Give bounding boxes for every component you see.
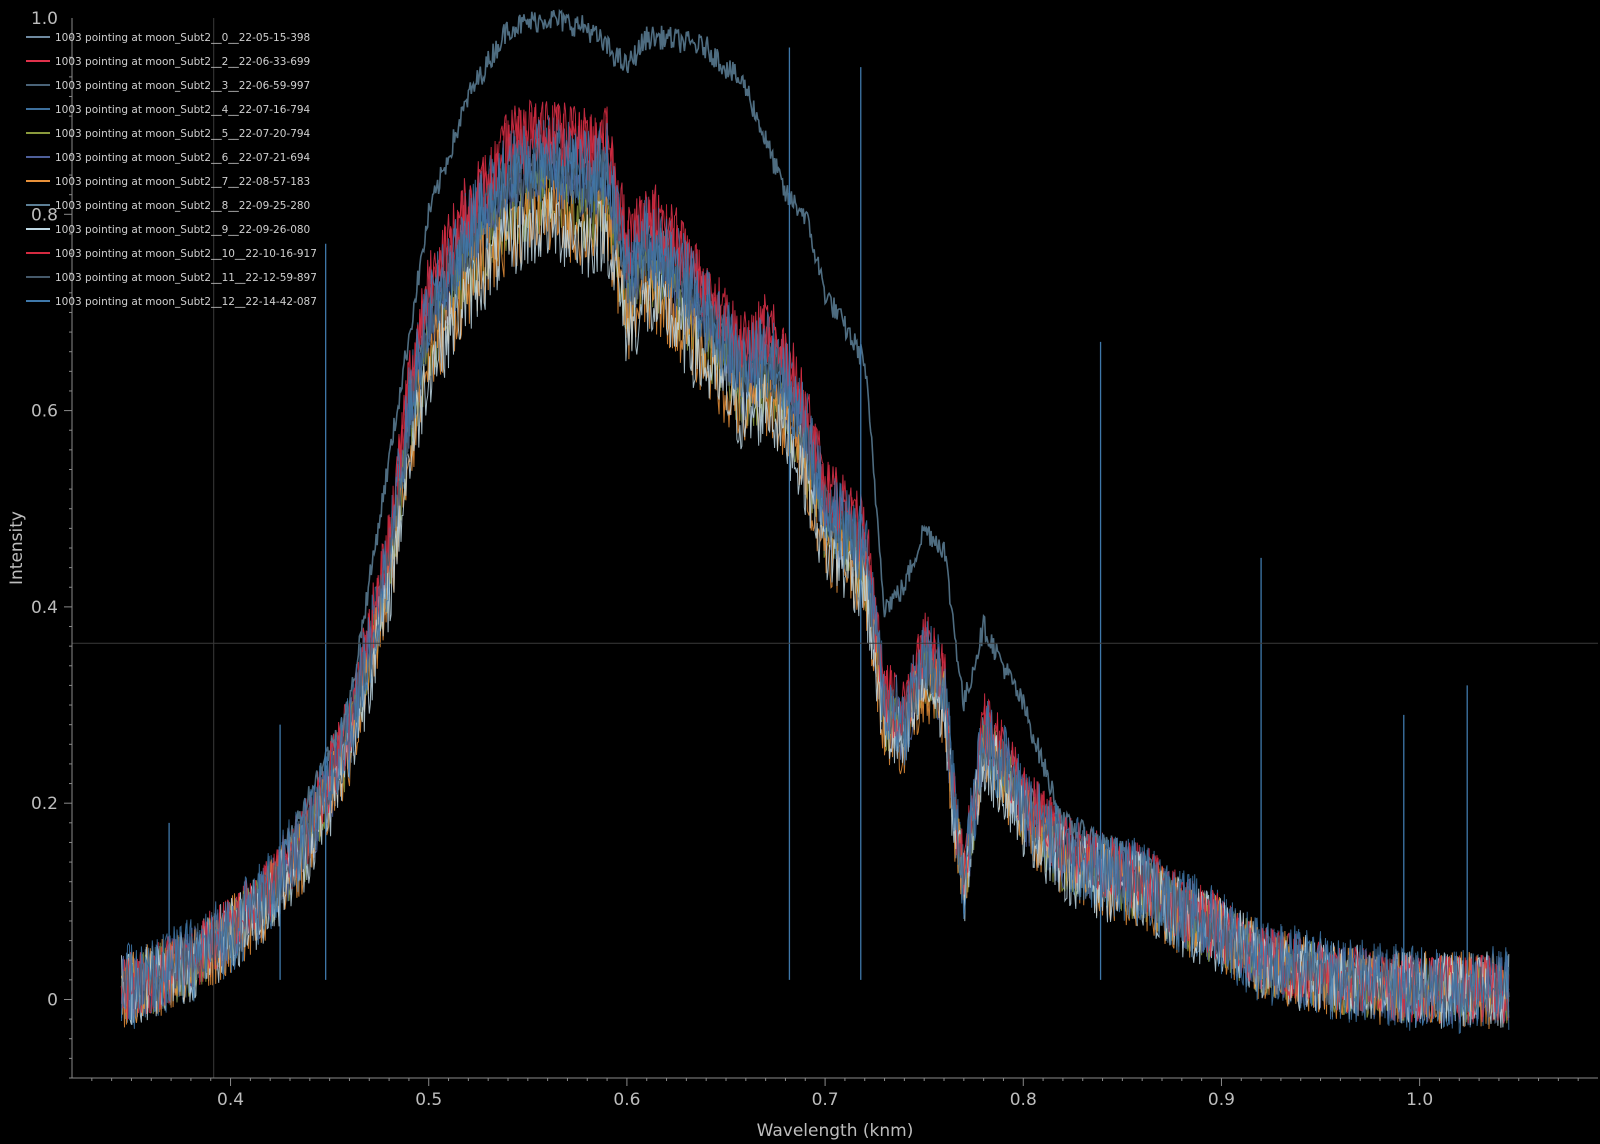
y-tick-label: 0.8 [31, 205, 58, 225]
legend[interactable]: 1003 pointing at moon_Subt2__0__22-05-15… [26, 32, 317, 308]
legend-label: 1003 pointing at moon_Subt2__11__22-12-5… [55, 272, 317, 284]
y-tick-label: 0.4 [31, 598, 58, 618]
legend-item[interactable]: 1003 pointing at moon_Subt2__11__22-12-5… [26, 272, 317, 284]
legend-item[interactable]: 1003 pointing at moon_Subt2__6__22-07-21… [26, 152, 311, 164]
y-tick-label: 1.0 [31, 9, 58, 29]
legend-label: 1003 pointing at moon_Subt2__3__22-06-59… [55, 80, 310, 92]
series-layer [120, 8, 1510, 1035]
x-axis-label: Wavelength (knm) [757, 1121, 914, 1141]
x-tick-label: 0.4 [217, 1090, 244, 1110]
legend-item[interactable]: 1003 pointing at moon_Subt2__0__22-05-15… [26, 32, 310, 44]
legend-item[interactable]: 1003 pointing at moon_Subt2__9__22-09-26… [26, 224, 310, 236]
legend-item[interactable]: 1003 pointing at moon_Subt2__7__22-08-57… [26, 176, 310, 188]
x-tick-label: 0.9 [1208, 1090, 1235, 1110]
y-tick-label: 0.6 [31, 402, 58, 422]
legend-label: 1003 pointing at moon_Subt2__0__22-05-15… [55, 32, 310, 44]
x-tick-label: 0.6 [613, 1090, 640, 1110]
y-tick-label: 0 [47, 990, 58, 1010]
legend-label: 1003 pointing at moon_Subt2__4__22-07-16… [55, 104, 311, 116]
crosshair [72, 18, 1598, 1078]
legend-item[interactable]: 1003 pointing at moon_Subt2__4__22-07-16… [26, 104, 311, 116]
axes: 0.4 0.5 0.6 0.7 0.8 0.9 1.0 0 0.2 0.4 0.6 0.8 1.0 [31, 9, 1598, 1110]
legend-label: 1003 pointing at moon_Subt2__12__22-14-4… [55, 296, 317, 308]
series-line-11 [121, 119, 1510, 1035]
legend-label: 1003 pointing at moon_Subt2__10__22-10-1… [55, 248, 317, 260]
x-tick-label: 1.0 [1406, 1090, 1433, 1110]
legend-item[interactable]: 1003 pointing at moon_Subt2__10__22-10-1… [26, 248, 317, 260]
legend-item[interactable]: 1003 pointing at moon_Subt2__5__22-07-20… [26, 128, 311, 140]
y-tick-label: 0.2 [31, 794, 58, 814]
legend-label: 1003 pointing at moon_Subt2__7__22-08-57… [55, 176, 310, 188]
legend-label: 1003 pointing at moon_Subt2__6__22-07-21… [55, 152, 311, 164]
legend-item[interactable]: 1003 pointing at moon_Subt2__2__22-06-33… [26, 56, 310, 68]
legend-label: 1003 pointing at moon_Subt2__9__22-09-26… [55, 224, 310, 236]
legend-item[interactable]: 1003 pointing at moon_Subt2__12__22-14-4… [26, 296, 317, 308]
y-axis-label: Intensity [7, 511, 27, 585]
x-tick-label: 0.8 [1010, 1090, 1037, 1110]
legend-label: 1003 pointing at moon_Subt2__2__22-06-33… [55, 56, 310, 68]
legend-item[interactable]: 1003 pointing at moon_Subt2__3__22-06-59… [26, 80, 310, 92]
legend-label: 1003 pointing at moon_Subt2__8__22-09-25… [55, 200, 310, 212]
x-tick-label: 0.5 [415, 1090, 442, 1110]
x-tick-label: 0.7 [812, 1090, 839, 1110]
legend-label: 1003 pointing at moon_Subt2__5__22-07-20… [55, 128, 311, 140]
legend-item[interactable]: 1003 pointing at moon_Subt2__8__22-09-25… [26, 200, 310, 212]
spike-layer [168, 47, 1468, 980]
